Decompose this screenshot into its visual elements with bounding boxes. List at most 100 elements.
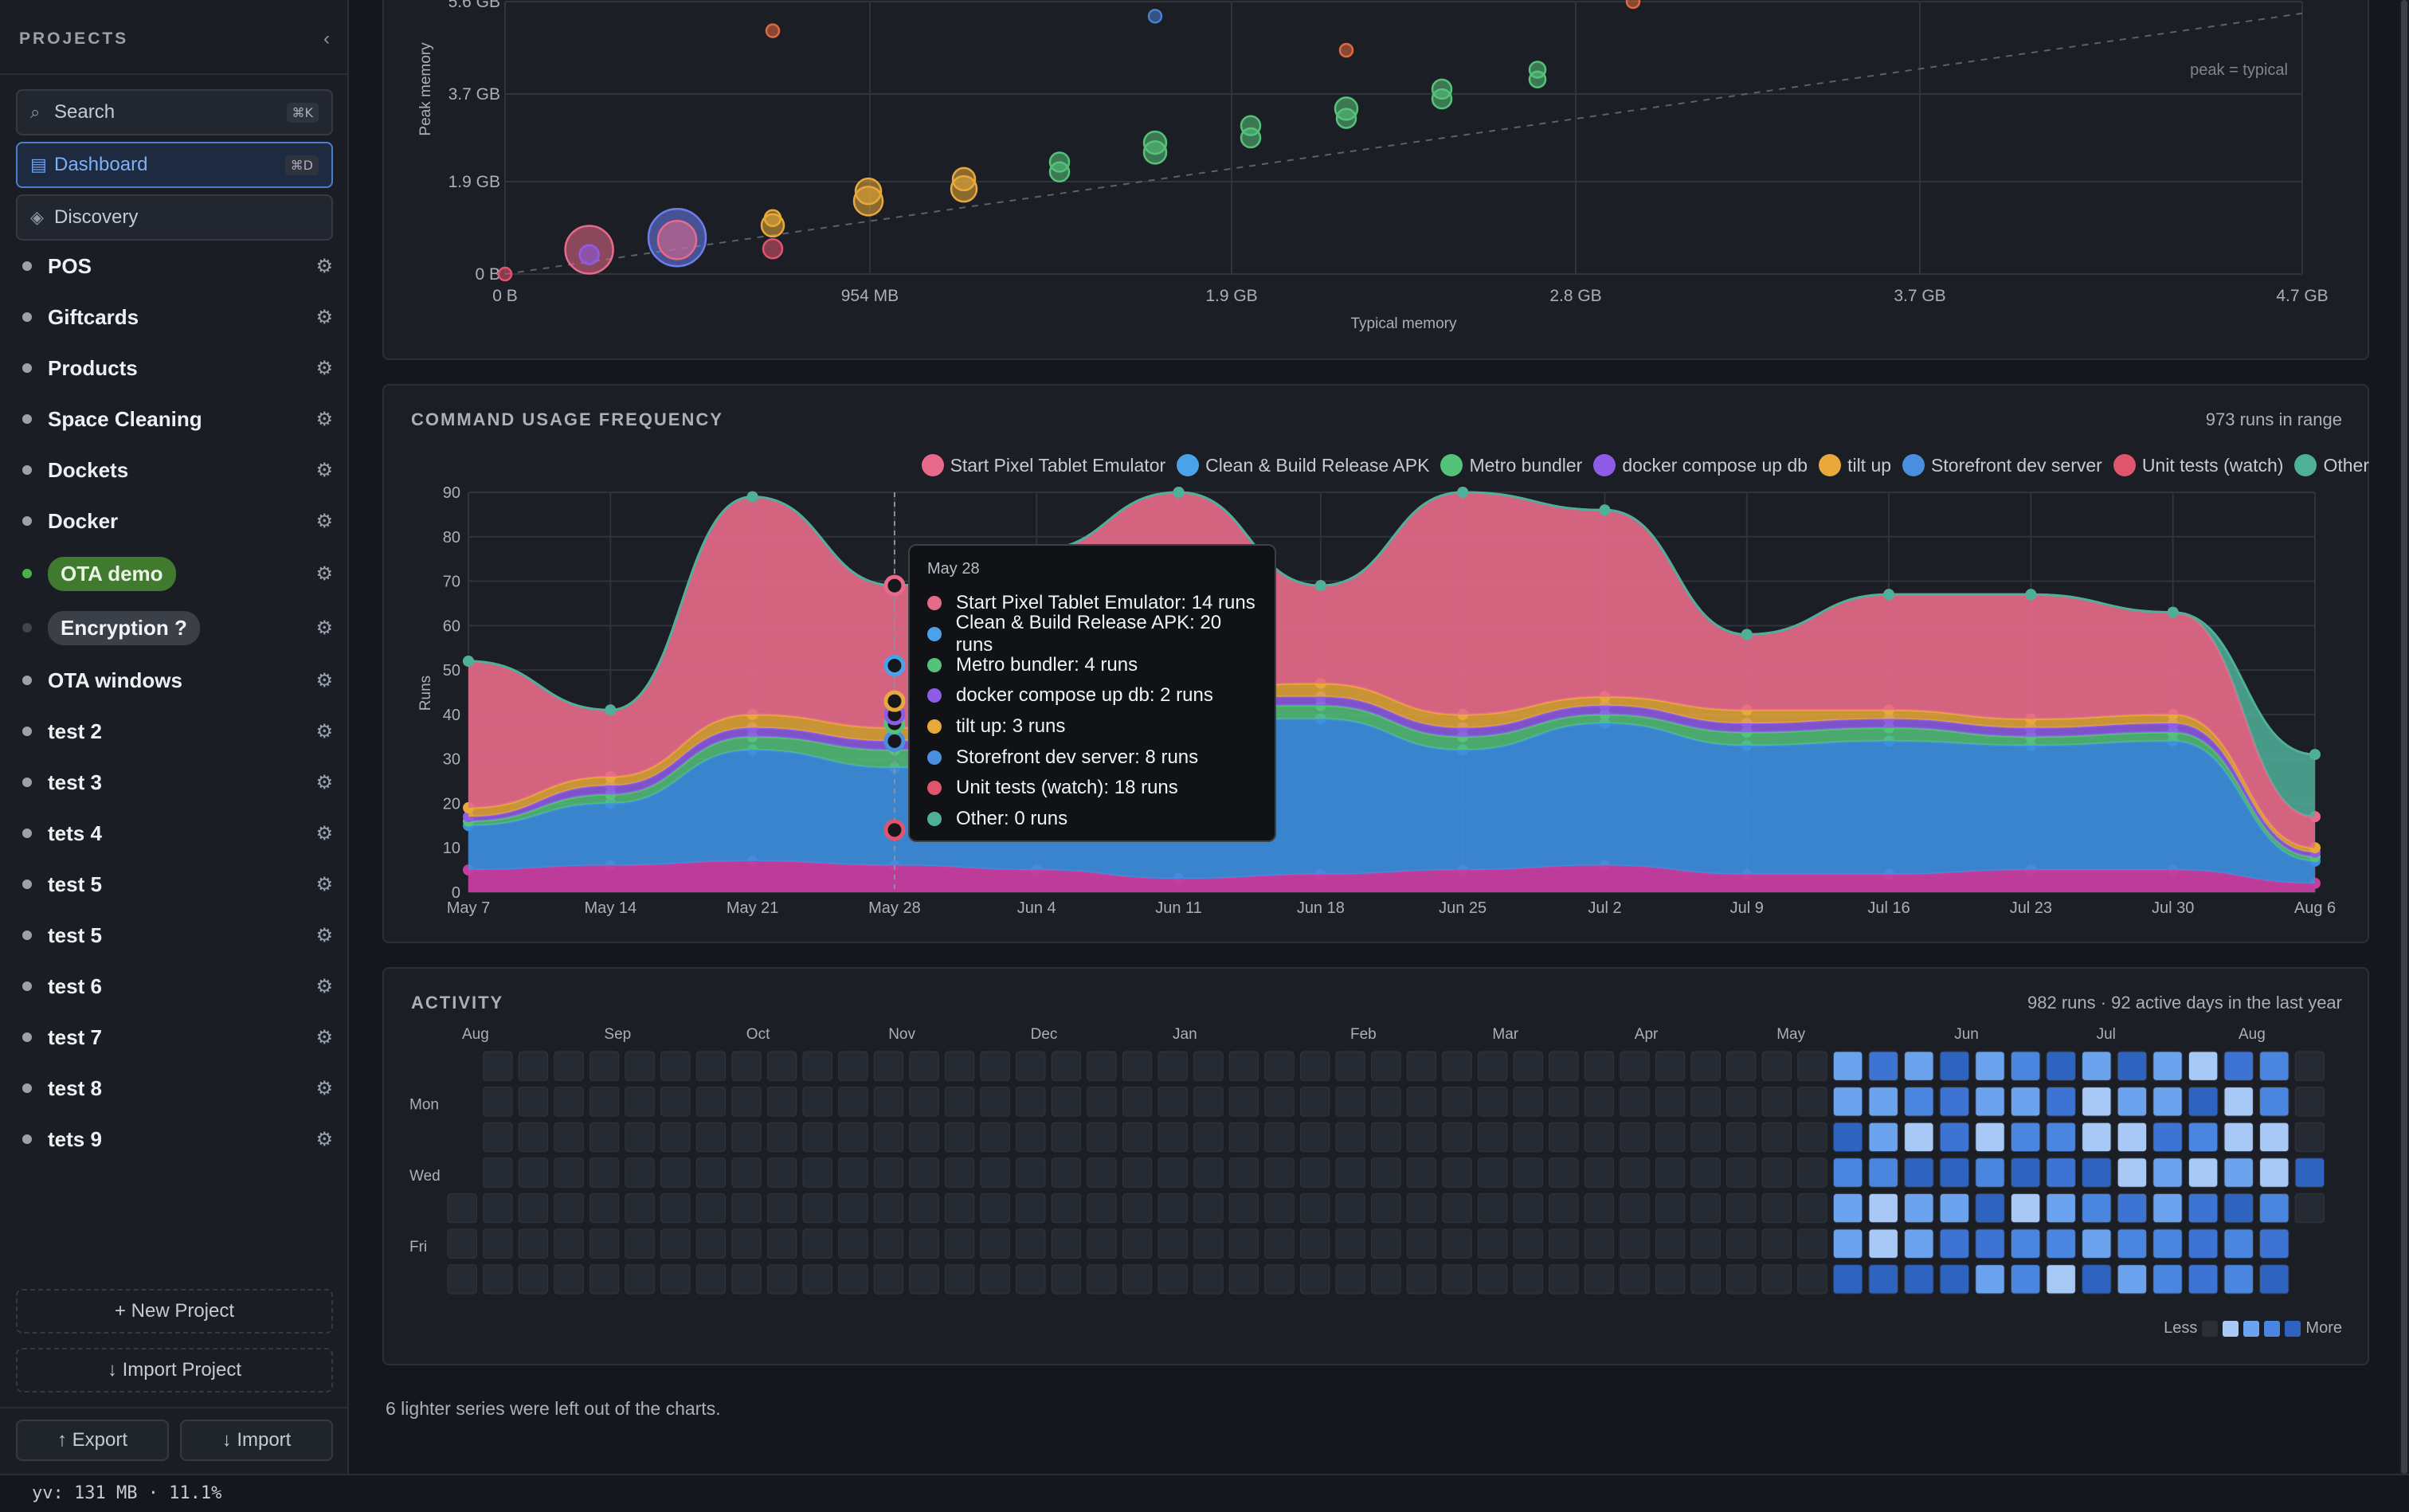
gear-icon[interactable]: ⚙ (315, 510, 333, 532)
heatmap-cell (1228, 1087, 1259, 1117)
nav-discovery-label: Discovery (54, 206, 139, 228)
import-project-button[interactable]: ↓ Import Project (16, 1348, 333, 1393)
heatmap-cell (2188, 1228, 2219, 1259)
heatmap-cell (766, 1122, 797, 1153)
nav-dashboard[interactable]: ▤ Dashboard ⌘D (16, 142, 333, 188)
legend-item[interactable]: tilt up (1819, 454, 1891, 476)
x-tick-label: Aug 6 (2294, 899, 2336, 917)
legend-swatch (2285, 1320, 2301, 1337)
gear-icon[interactable]: ⚙ (315, 822, 333, 844)
status-dot (22, 623, 32, 633)
hover-point (883, 574, 906, 597)
legend-item[interactable]: Start Pixel Tablet Emulator (921, 454, 1165, 476)
gear-icon[interactable]: ⚙ (315, 357, 333, 379)
series-dot (927, 719, 942, 734)
month-label: Nov (888, 1026, 915, 1043)
gear-icon[interactable]: ⚙ (315, 1128, 333, 1150)
scrollbar-thumb[interactable] (2401, 0, 2407, 1474)
project-item[interactable]: Docker ⚙ (22, 505, 333, 537)
gear-icon[interactable]: ⚙ (315, 720, 333, 742)
legend-item[interactable]: Storefront dev server (1902, 454, 2102, 476)
project-item[interactable]: OTA windows ⚙ (22, 664, 333, 696)
heatmap-cell (660, 1158, 691, 1188)
x-tick-label: 1.9 GB (1205, 287, 1257, 305)
heatmap-cell (589, 1087, 620, 1117)
legend-item[interactable]: Metro bundler (1440, 454, 1582, 476)
heatmap-cell (2082, 1228, 2112, 1259)
legend-item[interactable]: Other (2294, 454, 2369, 476)
gear-icon[interactable]: ⚙ (315, 771, 333, 793)
project-item[interactable]: test 2 ⚙ (22, 715, 333, 747)
gear-icon[interactable]: ⚙ (315, 562, 333, 585)
heatmap-cell (2082, 1122, 2112, 1153)
chevron-left-icon[interactable]: ‹ (323, 28, 330, 49)
gear-icon[interactable]: ⚙ (315, 975, 333, 997)
x-tick-label: 4.7 GB (2276, 287, 2328, 305)
heatmap-cell (1157, 1264, 1188, 1295)
heatmap-cell (518, 1264, 549, 1295)
gear-icon[interactable]: ⚙ (315, 255, 333, 277)
gear-icon[interactable]: ⚙ (315, 306, 333, 328)
heatmap-cell (1087, 1264, 1117, 1295)
heatmap-cell (1797, 1228, 1827, 1259)
heatmap-cell (1299, 1087, 1330, 1117)
gear-icon[interactable]: ⚙ (315, 408, 333, 430)
project-item[interactable]: test 3 ⚙ (22, 766, 333, 798)
usage-area-chart[interactable]: 0 10 20 30 40 50 60 70 80 90 May 7 May 14 May 21 May … (382, 478, 2369, 956)
tooltip-text: Start Pixel Tablet Emulator: 14 runs (956, 592, 1255, 614)
project-item[interactable]: tets 4 ⚙ (22, 817, 333, 849)
legend-swatch (1593, 454, 1616, 476)
project-item[interactable]: test 5 ⚙ (22, 868, 333, 900)
gear-icon[interactable]: ⚙ (315, 873, 333, 895)
legend-item[interactable]: Clean & Build Release APK (1177, 454, 1429, 476)
heatmap-cell (625, 1087, 655, 1117)
project-item[interactable]: Giftcards ⚙ (22, 301, 333, 333)
new-project-button[interactable]: + New Project (16, 1289, 333, 1334)
legend-item[interactable]: docker compose up db (1593, 454, 1808, 476)
heatmap-cell (1051, 1228, 1082, 1259)
gear-icon[interactable]: ⚙ (315, 924, 333, 946)
project-item[interactable]: POS ⚙ (22, 250, 333, 282)
heatmap-cell (483, 1122, 513, 1153)
heatmap-cell (1335, 1051, 1365, 1081)
heatmap-cell (518, 1087, 549, 1117)
gear-icon[interactable]: ⚙ (315, 1026, 333, 1048)
heatmap-cell (483, 1228, 513, 1259)
tooltip-text: Storefront dev server: 8 runs (956, 746, 1199, 768)
project-item[interactable]: OTA demo ⚙ (22, 556, 333, 591)
heatmap-cell (1228, 1193, 1259, 1224)
nav-discovery[interactable]: ◈ Discovery (16, 194, 333, 241)
search-label: Search (54, 101, 116, 123)
gear-icon[interactable]: ⚙ (315, 617, 333, 639)
project-item[interactable]: test 5 ⚙ (22, 919, 333, 951)
heatmap-cell (1797, 1122, 1827, 1153)
search-input[interactable]: ⌕ Search ⌘K (16, 89, 333, 135)
project-item[interactable]: tets 9 ⚙ (22, 1123, 333, 1155)
heatmap-cell (1832, 1158, 1863, 1188)
heatmap-cell (2294, 1087, 2325, 1117)
project-item[interactable]: Dockets ⚙ (22, 454, 333, 486)
gear-icon[interactable]: ⚙ (315, 1077, 333, 1099)
project-item[interactable]: Space Cleaning ⚙ (22, 403, 333, 435)
project-item[interactable]: Products ⚙ (22, 352, 333, 384)
heatmap-cell (873, 1264, 904, 1295)
tooltip-rows: Start Pixel Tablet Emulator: 14 runs Clea… (927, 588, 1257, 835)
project-item[interactable]: test 6 ⚙ (22, 970, 333, 1002)
export-button[interactable]: ↑ Export (16, 1420, 169, 1461)
project-name: OTA demo (48, 556, 176, 591)
heatmap-cell (1620, 1087, 1650, 1117)
y-tick-label: 90 (443, 484, 460, 502)
gear-icon[interactable]: ⚙ (315, 669, 333, 691)
project-name: OTA windows (48, 668, 182, 692)
heatmap-cell (1371, 1122, 1401, 1153)
project-item[interactable]: test 7 ⚙ (22, 1021, 333, 1053)
heatmap-cell (1832, 1087, 1863, 1117)
project-item[interactable]: Encryption ? ⚙ (22, 610, 333, 645)
heatmap-cell (2259, 1264, 2290, 1295)
legend-item[interactable]: Unit tests (watch) (2113, 454, 2283, 476)
data-point (746, 491, 758, 503)
project-item[interactable]: test 8 ⚙ (22, 1072, 333, 1104)
gear-icon[interactable]: ⚙ (315, 459, 333, 481)
heatmap-cell (1655, 1264, 1686, 1295)
import-button[interactable]: ↓ Import (180, 1420, 333, 1461)
